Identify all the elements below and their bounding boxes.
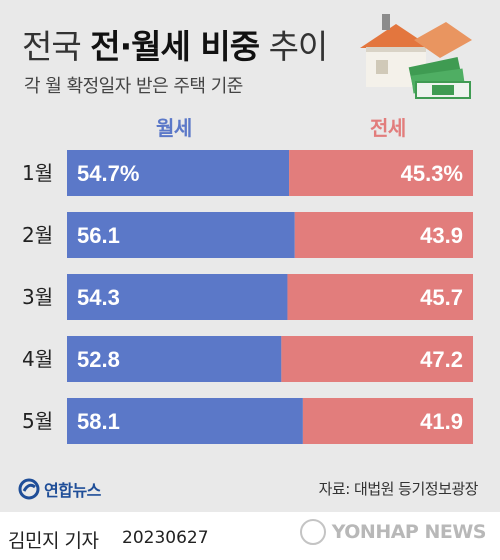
monthly-value-label: 58.1 [77, 409, 120, 434]
yonhap-logo-icon [18, 478, 40, 500]
title-suffix: 추이 [268, 27, 329, 66]
logo-text: 연합뉴스 [44, 481, 101, 500]
source-note: 자료: 대법원 등기정보광장 [318, 480, 479, 498]
month-label: 5월 [22, 409, 53, 433]
yonhap-logo: 연합뉴스 [18, 476, 101, 502]
jeonse-value-label: 47.2 [420, 347, 463, 372]
jeonse-bar [289, 150, 473, 196]
legend-jeonse: 전세 [370, 116, 406, 140]
infographic-panel: 전국 전·월세 비중 추이 각 월 확정일자 받은 주택 기준 월세 전세 1월… [0, 0, 500, 512]
jeonse-value-label: 43.9 [420, 223, 463, 248]
jeonse-bar [302, 398, 473, 444]
stacked-bar-chart: 1월 54.7% 45.3% 2월 56.1 43.9 3월 54.3 45.7 4월 52.8 47… [22, 150, 473, 444]
month-label: 4월 [22, 347, 53, 371]
chart-subtitle: 각 월 확정일자 받은 주택 기준 [24, 76, 243, 97]
monthly-bar [67, 212, 295, 258]
house-money-icon [360, 14, 472, 99]
monthly-value-label: 56.1 [77, 223, 120, 248]
jeonse-value-label: 45.3% [401, 161, 463, 186]
monthly-bar [67, 274, 288, 320]
monthly-value-label: 54.7% [77, 161, 139, 186]
monthly-value-label: 54.3 [77, 285, 120, 310]
jeonse-value-label: 41.9 [420, 409, 463, 434]
watermark: YONHAP NEWS [299, 519, 487, 545]
jeonse-bar [281, 336, 473, 382]
watermark-text: YONHAP NEWS [331, 521, 487, 543]
month-label: 3월 [22, 285, 53, 309]
monthly-bar [67, 398, 303, 444]
monthly-bar [67, 150, 290, 196]
legend-monthly: 월세 [156, 116, 192, 140]
chart-title: 전국 전·월세 비중 추이 [22, 20, 329, 68]
jeonse-bar [287, 274, 473, 320]
jeonse-value-label: 45.7 [420, 285, 463, 310]
title-emphasis: 전·월세 비중 [90, 27, 260, 66]
credit-date: 20230627 [122, 528, 209, 548]
credit-name: 김민지 기자 [8, 530, 99, 552]
jeonse-bar [294, 212, 473, 258]
title-prefix: 전국 [22, 27, 82, 66]
month-label: 2월 [22, 223, 53, 247]
monthly-bar [67, 336, 282, 382]
month-label: 1월 [22, 161, 53, 185]
monthly-value-label: 52.8 [77, 347, 120, 372]
watermark-circle-icon [299, 519, 326, 545]
